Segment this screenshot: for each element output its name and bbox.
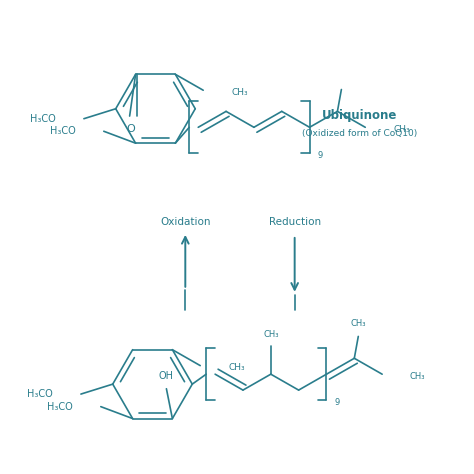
Text: (Oxidized form of CoQ10): (Oxidized form of CoQ10)	[301, 129, 417, 138]
Text: H₃CO: H₃CO	[27, 389, 53, 399]
Text: CH₃: CH₃	[351, 319, 366, 328]
Text: H₃CO: H₃CO	[47, 401, 73, 411]
Text: CH₃: CH₃	[231, 88, 247, 97]
Text: H₃CO: H₃CO	[30, 114, 56, 124]
Text: Reduction: Reduction	[269, 217, 321, 227]
Text: CH₃: CH₃	[228, 363, 245, 372]
Text: CH₃: CH₃	[410, 372, 426, 381]
Text: H₃CO: H₃CO	[50, 126, 76, 136]
Text: 9: 9	[335, 398, 340, 407]
Text: Ubiquinone: Ubiquinone	[321, 109, 397, 122]
Text: OH: OH	[159, 371, 174, 381]
Text: O: O	[126, 124, 135, 134]
Text: Oxidation: Oxidation	[160, 217, 210, 227]
Text: CH₃: CH₃	[263, 330, 279, 339]
Text: CH₃: CH₃	[393, 125, 410, 134]
Text: 9: 9	[318, 151, 323, 160]
